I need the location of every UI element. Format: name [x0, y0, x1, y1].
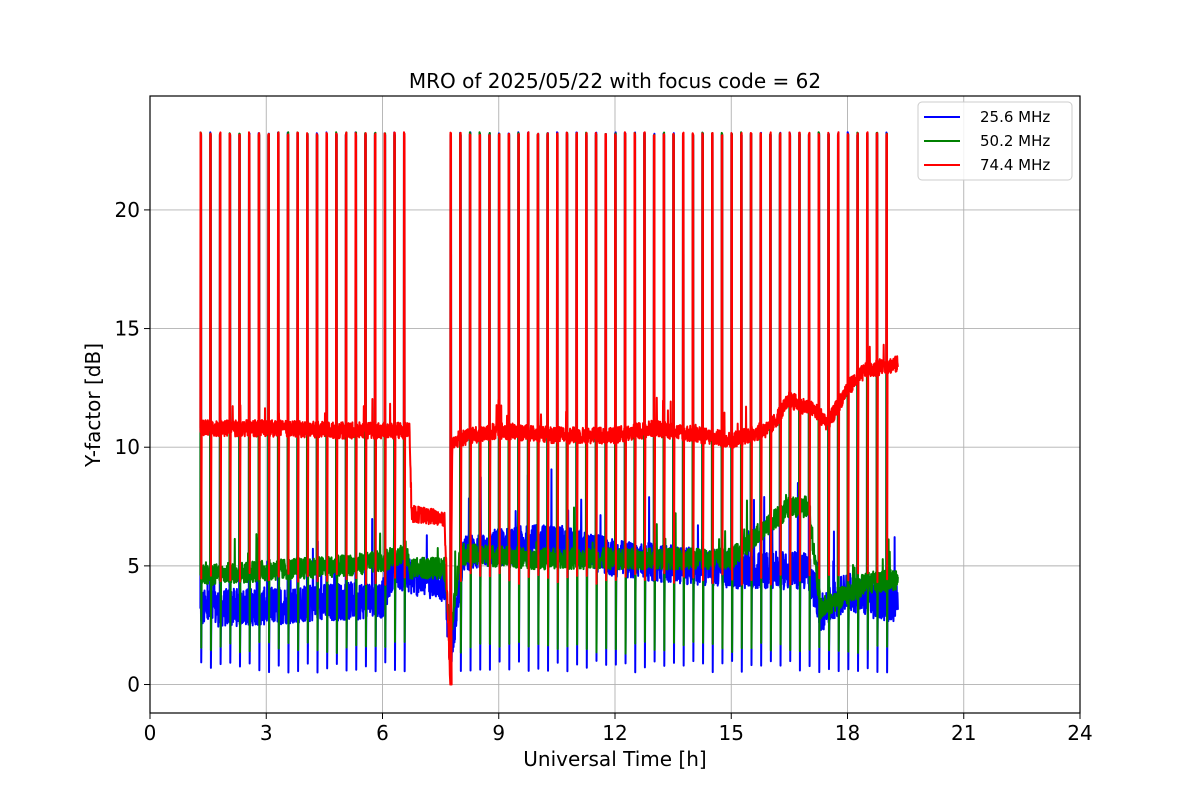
- y-tick-label: 10: [115, 435, 140, 459]
- x-tick-label: 12: [602, 721, 627, 745]
- y-tick-label: 0: [127, 673, 140, 697]
- legend-label: 74.4 MHz: [980, 156, 1050, 174]
- plot-area: [199, 131, 899, 686]
- y-tick-label: 20: [115, 198, 140, 222]
- x-tick-label: 6: [376, 721, 389, 745]
- y-tick-label: 15: [115, 317, 140, 341]
- x-axis-title: Universal Time [h]: [523, 747, 706, 771]
- x-tick-label: 18: [835, 721, 860, 745]
- legend-box: [917, 101, 1073, 181]
- legend-label: 50.2 MHz: [980, 132, 1050, 150]
- ticks: 0 3 6 9 12 15 18 21 24 0 5 10 15 20: [115, 198, 1093, 745]
- x-tick-label: 0: [144, 721, 157, 745]
- chart-title: MRO of 2025/05/22 with focus code = 62: [409, 69, 821, 93]
- legend-label: 25.6 MHz: [980, 108, 1050, 126]
- series-line-74-4-mhz: [199, 131, 899, 686]
- x-tick-label: 9: [492, 721, 505, 745]
- x-tick-label: 21: [951, 721, 976, 745]
- x-tick-label: 3: [260, 721, 273, 745]
- x-tick-label: 24: [1067, 721, 1092, 745]
- legend: 25.6 MHz 50.2 MHz 74.4 MHz: [917, 101, 1073, 181]
- y-tick-label: 5: [127, 554, 140, 578]
- series-layer: [199, 131, 899, 686]
- x-tick-label: 15: [719, 721, 744, 745]
- y-axis-title: Y-factor [dB]: [81, 343, 105, 468]
